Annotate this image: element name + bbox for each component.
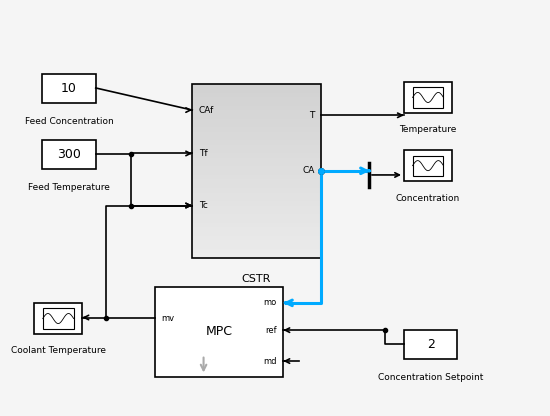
Text: Tf: Tf xyxy=(199,149,207,158)
FancyBboxPatch shape xyxy=(412,156,443,176)
Bar xyxy=(192,171,321,175)
Text: ref: ref xyxy=(265,326,277,334)
Bar xyxy=(192,145,321,149)
Bar xyxy=(192,223,321,227)
Bar xyxy=(192,218,321,223)
Text: Feed Temperature: Feed Temperature xyxy=(28,183,110,192)
Bar xyxy=(192,197,321,201)
Bar xyxy=(192,136,321,141)
Bar xyxy=(192,141,321,145)
Bar xyxy=(192,88,321,93)
Text: CSTR: CSTR xyxy=(242,274,271,284)
FancyBboxPatch shape xyxy=(404,330,458,359)
Text: CA: CA xyxy=(302,166,315,175)
Text: 10: 10 xyxy=(61,82,77,95)
Bar xyxy=(192,188,321,193)
Text: Temperature: Temperature xyxy=(399,125,456,134)
Bar xyxy=(192,123,321,127)
Bar xyxy=(192,184,321,188)
Text: 300: 300 xyxy=(57,148,81,161)
Bar xyxy=(192,236,321,240)
Text: mo: mo xyxy=(263,298,277,307)
Bar xyxy=(192,240,321,245)
Text: Concentration Setpoint: Concentration Setpoint xyxy=(378,373,483,382)
Bar xyxy=(192,119,321,123)
Bar xyxy=(192,210,321,214)
Bar xyxy=(192,166,321,171)
Bar xyxy=(192,110,321,114)
Bar xyxy=(192,162,321,166)
Text: Tc: Tc xyxy=(199,201,207,210)
Bar xyxy=(192,232,321,236)
Text: CAf: CAf xyxy=(199,106,214,114)
FancyBboxPatch shape xyxy=(34,303,82,334)
Bar xyxy=(192,114,321,119)
Text: Feed Concentration: Feed Concentration xyxy=(25,117,113,126)
Bar xyxy=(192,227,321,232)
Bar xyxy=(192,158,321,162)
Bar xyxy=(192,175,321,179)
FancyBboxPatch shape xyxy=(43,308,74,329)
FancyBboxPatch shape xyxy=(42,140,96,169)
Text: MPC: MPC xyxy=(206,325,233,339)
Text: T: T xyxy=(309,111,315,120)
Bar xyxy=(192,201,321,206)
Bar xyxy=(192,97,321,102)
Text: Concentration: Concentration xyxy=(396,193,460,203)
Bar xyxy=(192,149,321,154)
FancyBboxPatch shape xyxy=(42,74,96,103)
Bar xyxy=(192,154,321,158)
Bar xyxy=(192,253,321,258)
Bar xyxy=(192,193,321,197)
Bar xyxy=(192,245,321,249)
Text: 2: 2 xyxy=(427,338,434,351)
FancyBboxPatch shape xyxy=(404,150,452,181)
Bar xyxy=(192,132,321,136)
Bar xyxy=(192,93,321,97)
Bar xyxy=(192,179,321,184)
Text: mv: mv xyxy=(161,314,174,323)
Text: Coolant Temperature: Coolant Temperature xyxy=(10,347,106,355)
Bar xyxy=(192,102,321,106)
FancyBboxPatch shape xyxy=(404,82,452,113)
Bar xyxy=(192,206,321,210)
FancyBboxPatch shape xyxy=(155,287,283,377)
Bar xyxy=(192,214,321,218)
FancyBboxPatch shape xyxy=(412,87,443,108)
Bar xyxy=(192,84,321,88)
Bar xyxy=(192,106,321,110)
Bar xyxy=(192,127,321,132)
Bar xyxy=(192,249,321,253)
Text: md: md xyxy=(263,357,277,366)
